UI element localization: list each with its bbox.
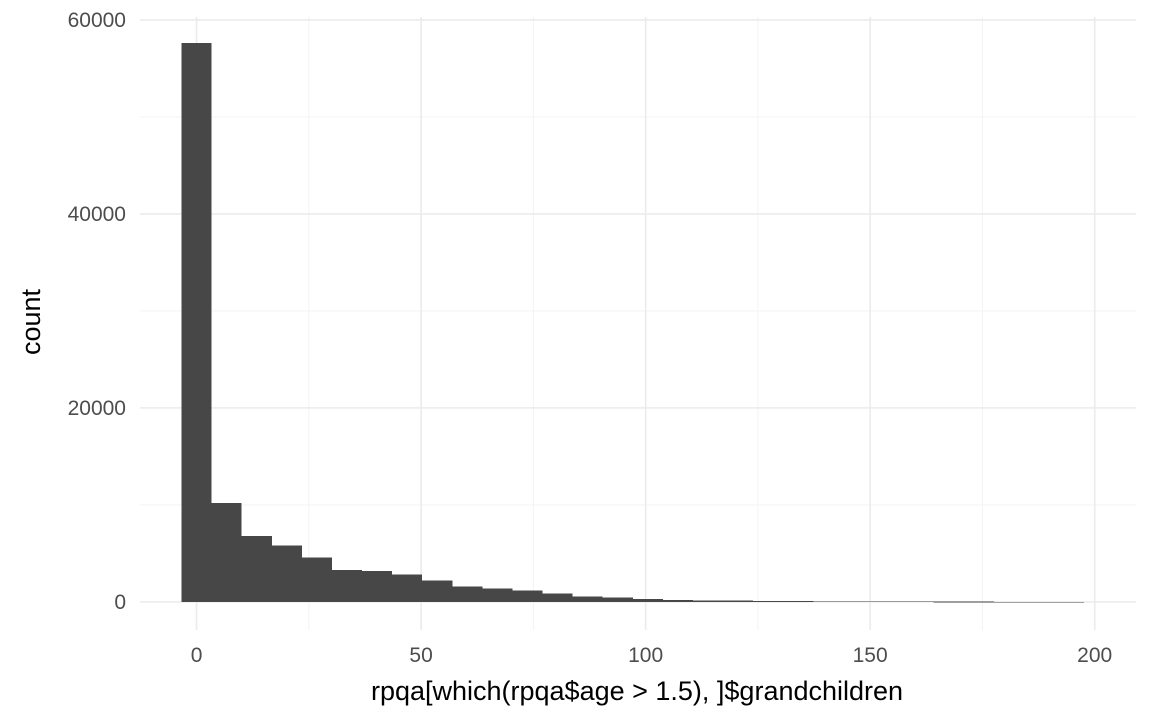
histogram-bar [753, 600, 784, 602]
y-tick-label: 20000 [68, 397, 126, 420]
histogram-bar [331, 569, 363, 602]
histogram-bar [211, 502, 242, 602]
histogram-bar [362, 570, 393, 602]
x-tick-label: 100 [628, 644, 663, 667]
x-tick-label: 0 [191, 644, 203, 667]
histogram-bar [602, 597, 633, 602]
histogram-bar [1054, 601, 1085, 603]
y-tick-label: 40000 [68, 203, 126, 226]
histogram-bar [392, 574, 423, 602]
x-tick-label: 200 [1077, 644, 1112, 667]
histogram-bar [271, 545, 302, 602]
x-axis-title: rpqa[which(rpqa$age > 1.5), ]$grandchild… [371, 676, 903, 706]
histogram-bar [1023, 601, 1055, 603]
histogram-bar [993, 601, 1024, 603]
histogram-bars [181, 43, 1085, 603]
x-axis-tick-labels: 0 50 100 150 200 [191, 644, 1112, 667]
y-axis-title: count [16, 288, 46, 355]
histogram-bar [903, 601, 934, 603]
histogram-bar [933, 601, 964, 603]
histogram-bar [181, 43, 212, 602]
histogram-bar [301, 557, 332, 602]
histogram-bar [843, 601, 874, 603]
grid-lines [140, 17, 1136, 630]
histogram-bar [482, 588, 513, 602]
y-tick-label: 0 [114, 591, 126, 614]
histogram-bar [873, 601, 904, 603]
histogram-bar [452, 586, 483, 602]
histogram-bar [422, 580, 453, 602]
histogram-bar [662, 599, 694, 602]
x-tick-label: 150 [853, 644, 888, 667]
histogram-bar [783, 601, 814, 602]
y-tick-label: 60000 [68, 9, 126, 32]
histogram-bar [813, 601, 844, 602]
x-tick-label: 50 [409, 644, 432, 667]
histogram-bar [241, 535, 272, 602]
histogram-bar [632, 598, 663, 602]
histogram-bar [693, 600, 724, 602]
histogram-bar [572, 596, 603, 602]
histogram-bar [512, 590, 543, 602]
histogram-bar [963, 601, 994, 603]
y-axis-tick-labels: 0 20000 40000 60000 [68, 9, 126, 614]
histogram-bar [723, 600, 754, 602]
histogram-bar [542, 593, 573, 602]
